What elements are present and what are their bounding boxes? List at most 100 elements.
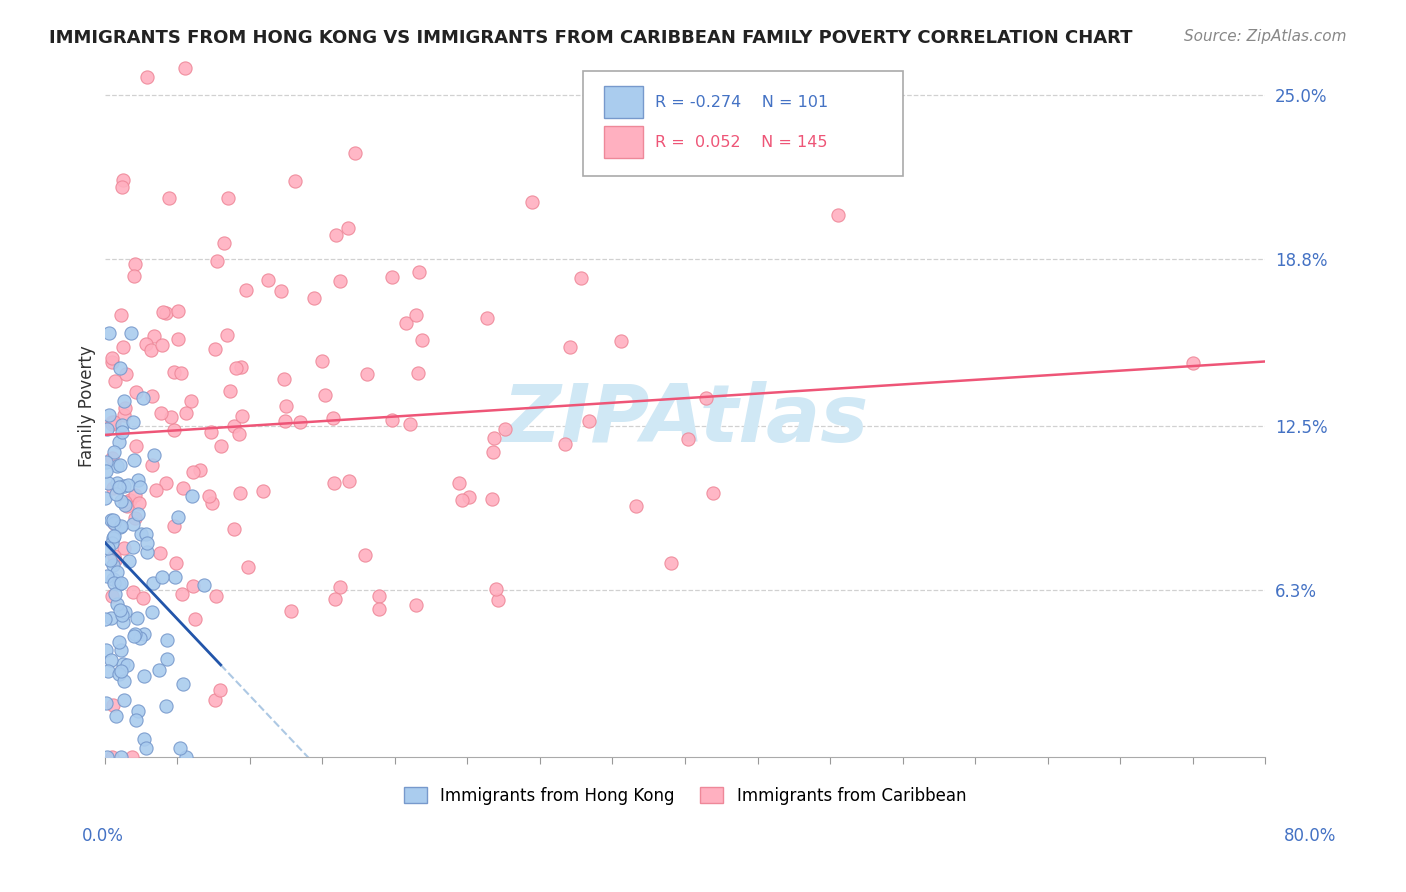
Point xyxy=(520,194,543,209)
Point xyxy=(1181,356,1204,370)
Point xyxy=(124,453,146,467)
Point xyxy=(163,423,186,437)
Point xyxy=(481,445,503,459)
Point xyxy=(323,592,346,607)
Text: R = -0.274    N = 101: R = -0.274 N = 101 xyxy=(655,95,828,110)
Point xyxy=(270,285,292,299)
Point xyxy=(108,603,131,617)
Point xyxy=(222,522,245,536)
Text: ZIPAtlas: ZIPAtlas xyxy=(502,381,868,458)
Point xyxy=(150,338,173,352)
Point xyxy=(170,367,193,381)
Point xyxy=(100,513,122,527)
Point xyxy=(257,273,280,287)
Point xyxy=(124,511,146,525)
Point xyxy=(166,510,188,524)
Point xyxy=(122,629,145,643)
Point xyxy=(399,417,422,432)
Point xyxy=(114,401,136,415)
Point xyxy=(141,343,163,357)
Point xyxy=(337,474,360,488)
Point xyxy=(120,326,142,340)
Point xyxy=(322,410,344,425)
Point xyxy=(204,589,226,603)
Point xyxy=(170,587,193,601)
Point xyxy=(112,693,135,707)
Point xyxy=(204,342,226,356)
Point xyxy=(101,417,124,431)
Point xyxy=(141,389,163,403)
Text: IMMIGRANTS FROM HONG KONG VS IMMIGRANTS FROM CARIBBEAN FAMILY POVERTY CORRELATIO: IMMIGRANTS FROM HONG KONG VS IMMIGRANTS … xyxy=(49,29,1133,46)
Point xyxy=(481,491,503,506)
Point xyxy=(569,271,592,285)
Point xyxy=(179,394,201,409)
Point xyxy=(162,366,184,380)
Point xyxy=(110,607,132,622)
Point xyxy=(112,394,135,409)
Point xyxy=(96,464,118,478)
Point xyxy=(188,462,211,476)
Point xyxy=(141,458,163,473)
Point xyxy=(125,610,148,624)
Point xyxy=(121,749,143,764)
Point xyxy=(103,575,125,590)
Point xyxy=(108,360,131,375)
Point xyxy=(367,601,389,615)
Point xyxy=(100,653,122,667)
Point xyxy=(207,254,229,268)
Point xyxy=(101,698,124,713)
Point xyxy=(163,519,186,533)
Point xyxy=(110,308,132,322)
Point xyxy=(155,306,177,320)
Point xyxy=(411,333,433,347)
Point xyxy=(197,489,219,503)
Point xyxy=(252,483,274,498)
Point xyxy=(311,354,333,368)
Point xyxy=(228,427,250,442)
Point xyxy=(94,696,117,710)
Point xyxy=(288,416,311,430)
Point xyxy=(97,475,120,490)
Point xyxy=(97,541,120,555)
Point xyxy=(273,414,295,428)
Point xyxy=(103,516,125,530)
Point xyxy=(101,416,124,430)
Point xyxy=(115,500,138,514)
Point xyxy=(112,673,135,688)
Point xyxy=(169,741,191,756)
Point xyxy=(166,332,188,346)
Point xyxy=(124,487,146,501)
Point xyxy=(200,425,222,439)
Point xyxy=(172,677,194,691)
Point xyxy=(159,410,181,425)
Point xyxy=(97,664,120,678)
Point xyxy=(356,368,378,382)
Point xyxy=(676,432,699,446)
Point xyxy=(141,605,163,619)
Point xyxy=(486,593,509,607)
Point xyxy=(215,327,238,342)
Point xyxy=(110,643,132,657)
Point xyxy=(217,191,239,205)
Point xyxy=(558,340,581,354)
Point xyxy=(325,228,347,243)
Point xyxy=(457,490,479,504)
Point xyxy=(111,425,134,439)
Point xyxy=(103,415,125,429)
Point xyxy=(163,570,186,584)
Point xyxy=(124,626,146,640)
Point xyxy=(367,589,389,603)
Point xyxy=(135,526,157,541)
Point xyxy=(129,527,152,541)
Point xyxy=(218,384,240,399)
Point xyxy=(101,589,124,603)
Point xyxy=(578,414,600,428)
Point xyxy=(174,749,197,764)
Point xyxy=(408,264,430,278)
Point xyxy=(104,587,127,601)
Point xyxy=(135,336,157,351)
Point xyxy=(284,174,307,188)
Point xyxy=(111,657,134,672)
Point xyxy=(477,311,499,326)
Point xyxy=(110,518,132,533)
